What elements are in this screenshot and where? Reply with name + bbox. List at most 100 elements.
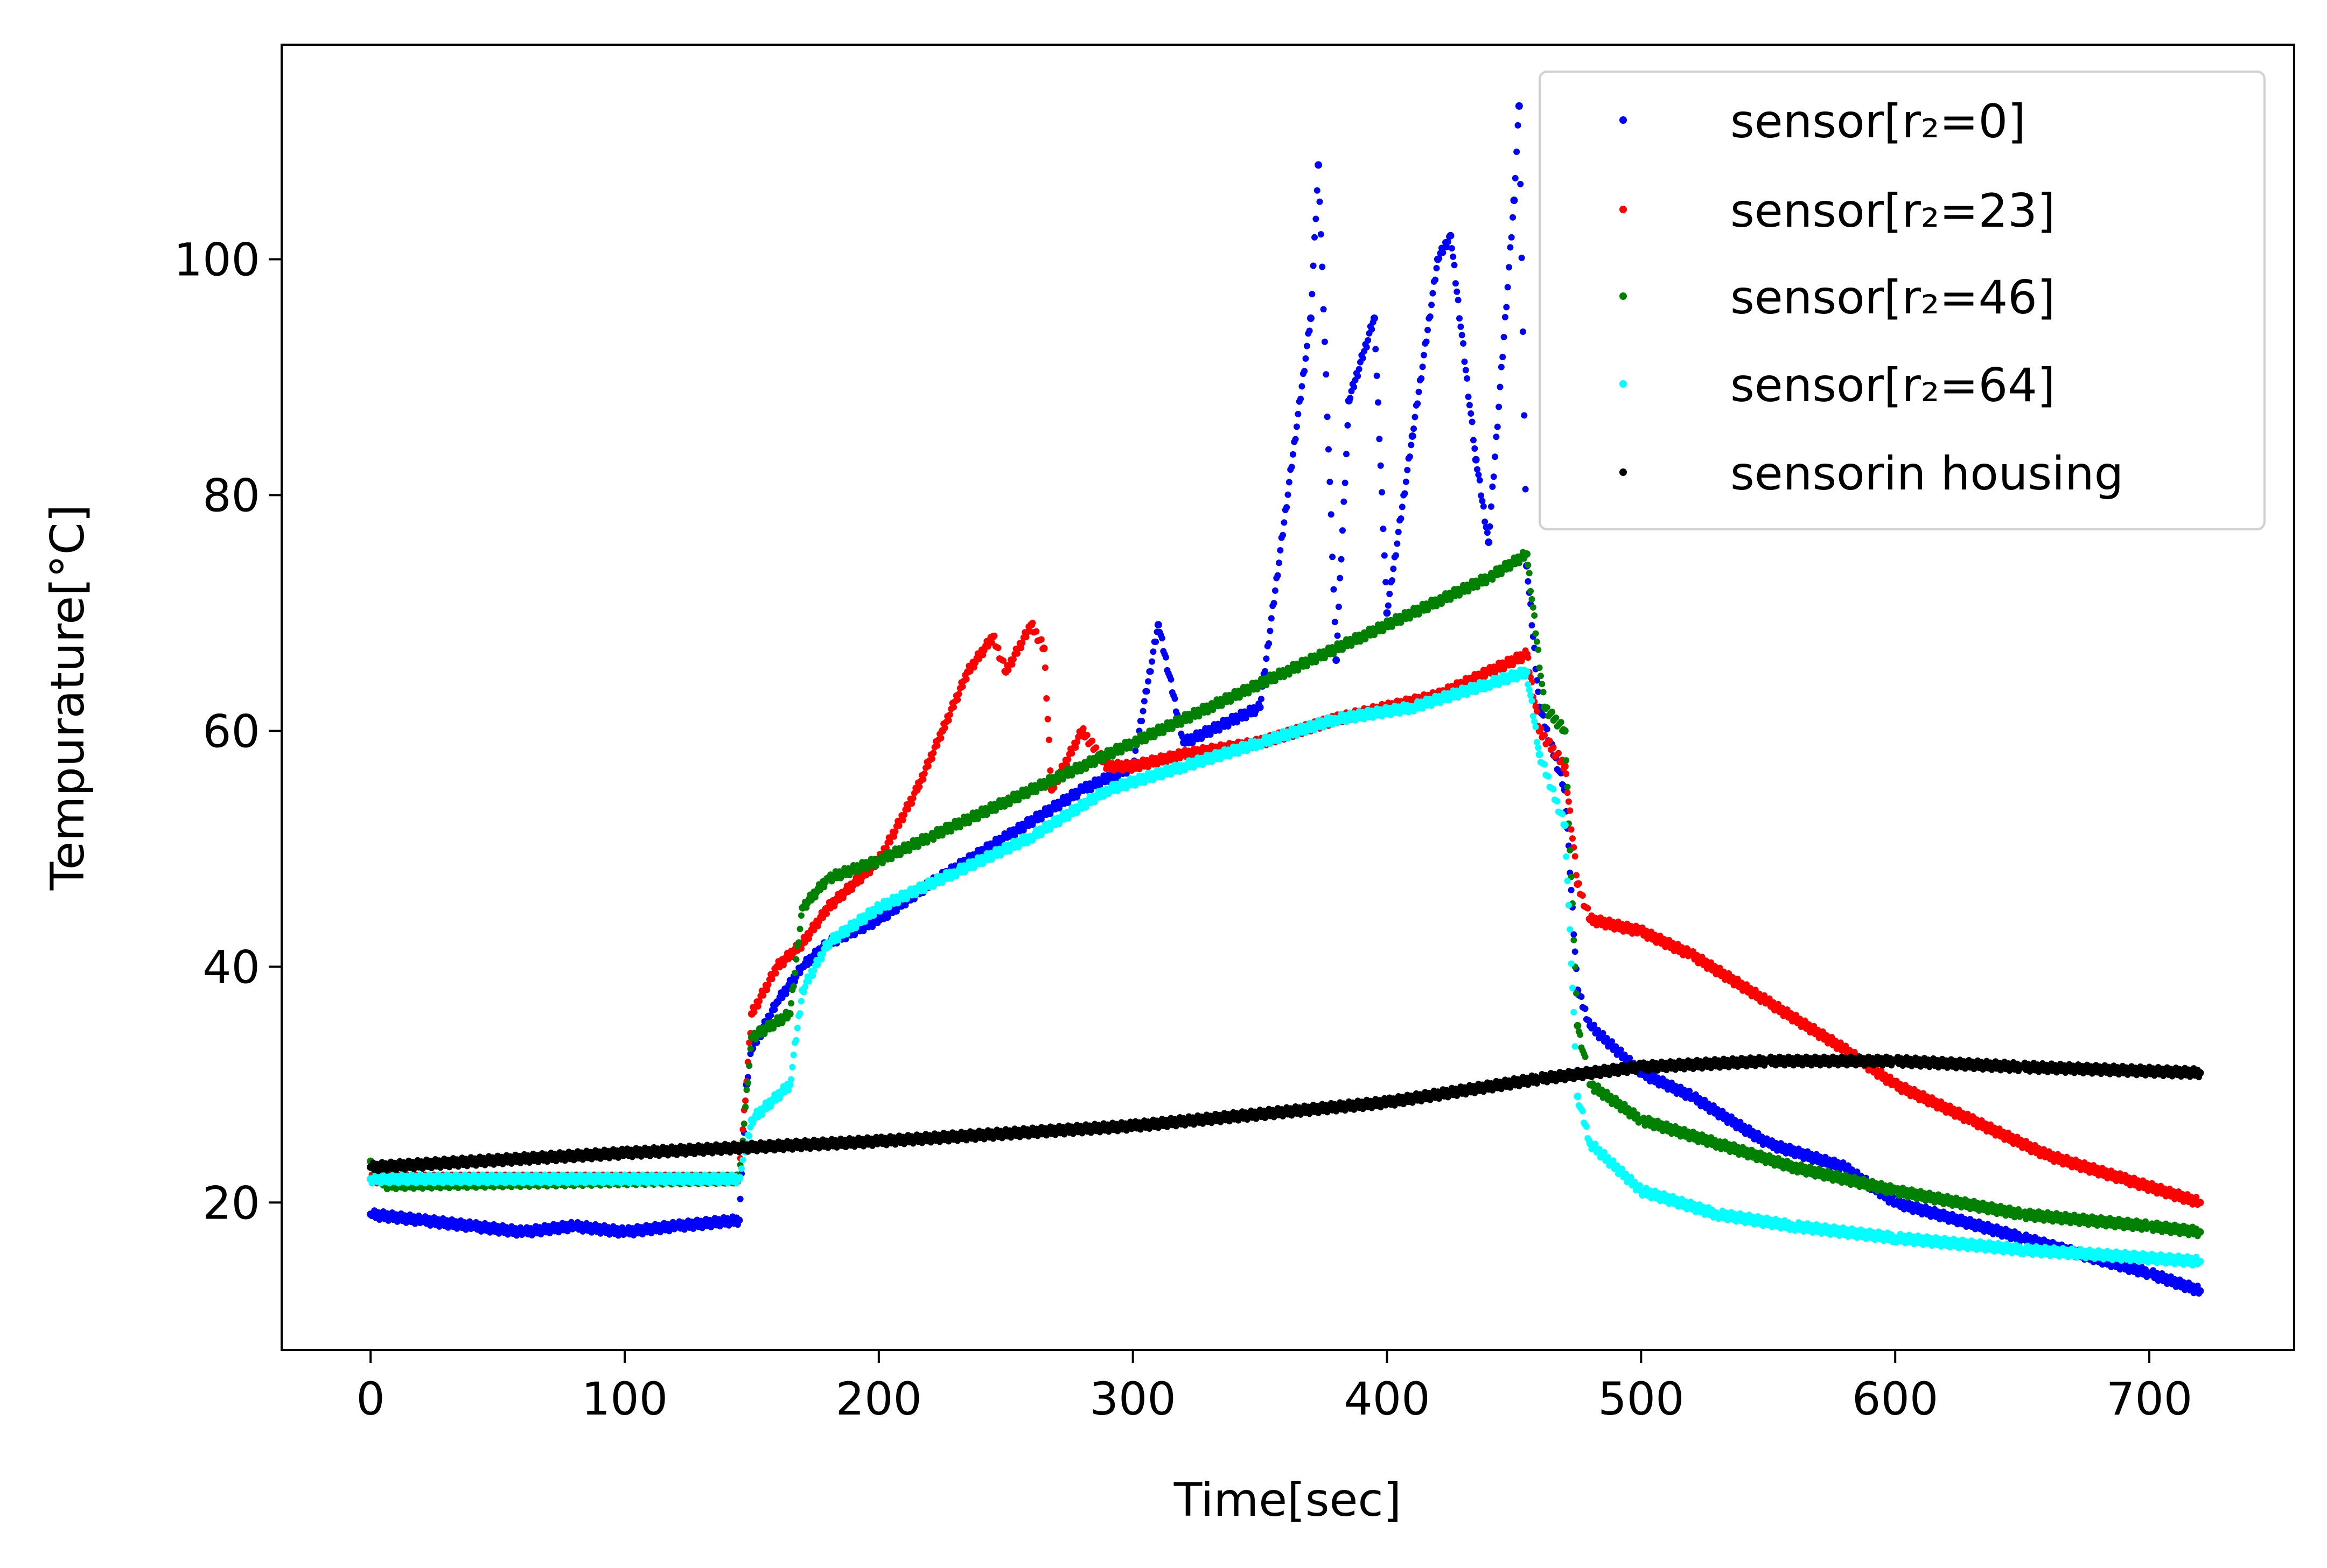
data-point bbox=[1528, 596, 1535, 603]
data-point bbox=[1045, 737, 1052, 744]
data-point bbox=[1379, 489, 1386, 496]
data-point bbox=[1567, 807, 1574, 814]
data-point bbox=[1474, 466, 1481, 473]
data-point bbox=[1561, 727, 1569, 735]
data-point bbox=[1275, 559, 1282, 566]
data-point bbox=[1147, 668, 1154, 675]
data-point bbox=[1382, 579, 1389, 586]
series-1 bbox=[367, 619, 2204, 1208]
data-point bbox=[1158, 635, 1165, 642]
data-point bbox=[1338, 556, 1345, 563]
data-point bbox=[788, 1000, 795, 1007]
data-point bbox=[1424, 326, 1431, 333]
data-point bbox=[1493, 433, 1500, 440]
data-point bbox=[1501, 314, 1508, 321]
data-point bbox=[1301, 368, 1308, 375]
data-point bbox=[1311, 234, 1318, 241]
data-point bbox=[1456, 315, 1463, 322]
data-point bbox=[1540, 689, 1547, 696]
data-point bbox=[1450, 253, 1457, 260]
data-point bbox=[1373, 372, 1380, 379]
data-point bbox=[1150, 648, 1157, 655]
data-point bbox=[1626, 1054, 1633, 1061]
data-point bbox=[1385, 602, 1392, 609]
data-point bbox=[1609, 1038, 1616, 1045]
data-point bbox=[1310, 262, 1317, 269]
data-point bbox=[1490, 473, 1497, 480]
data-point bbox=[1595, 1026, 1602, 1033]
data-point bbox=[1280, 531, 1287, 538]
data-point bbox=[1332, 656, 1340, 664]
data-point bbox=[1453, 288, 1461, 295]
data-point bbox=[1549, 709, 1556, 716]
data-point bbox=[1355, 366, 1362, 373]
data-point bbox=[1303, 342, 1310, 349]
data-point bbox=[1285, 479, 1292, 486]
data-point bbox=[1486, 523, 1493, 530]
data-point bbox=[1325, 446, 1332, 453]
data-point bbox=[1508, 234, 1515, 241]
data-point bbox=[1471, 445, 1478, 452]
data-point bbox=[1315, 161, 1323, 169]
data-point bbox=[1564, 783, 1571, 790]
data-point bbox=[1029, 619, 1036, 626]
data-point bbox=[772, 970, 779, 977]
data-point bbox=[1326, 478, 1333, 485]
data-point bbox=[1418, 375, 1425, 382]
data-point bbox=[1582, 1053, 1589, 1060]
data-point bbox=[1466, 402, 1473, 409]
data-point bbox=[1499, 354, 1506, 361]
data-point bbox=[1390, 565, 1397, 572]
data-point bbox=[737, 1174, 744, 1181]
data-point bbox=[1313, 187, 1320, 194]
data-point bbox=[1168, 676, 1175, 683]
data-point bbox=[1324, 414, 1331, 421]
data-point bbox=[1515, 102, 1523, 110]
data-point bbox=[735, 1216, 743, 1224]
data-point bbox=[1525, 654, 1532, 661]
data-point bbox=[1531, 612, 1538, 619]
data-point bbox=[1555, 750, 1562, 757]
data-point bbox=[743, 1086, 750, 1093]
data-point bbox=[1546, 737, 1553, 744]
data-point bbox=[1540, 712, 1547, 719]
data-point bbox=[1432, 276, 1439, 283]
data-point bbox=[1376, 436, 1383, 443]
data-point bbox=[1498, 363, 1505, 370]
data-point bbox=[1470, 437, 1477, 444]
data-point bbox=[1152, 638, 1159, 645]
data-point bbox=[1525, 562, 1532, 569]
data-point bbox=[1537, 673, 1544, 680]
data-point bbox=[1306, 327, 1313, 334]
data-point bbox=[794, 1025, 801, 1032]
series-2 bbox=[367, 549, 2204, 1240]
data-point bbox=[1523, 550, 1531, 558]
data-point bbox=[1539, 681, 1546, 688]
data-point bbox=[1140, 708, 1147, 715]
data-point bbox=[1294, 423, 1301, 430]
data-point bbox=[1381, 552, 1388, 559]
data-point bbox=[916, 783, 923, 790]
data-point bbox=[1089, 737, 1096, 744]
data-point bbox=[1420, 352, 1427, 359]
data-point bbox=[1543, 726, 1550, 733]
data-point bbox=[941, 724, 948, 731]
data-point bbox=[1603, 1035, 1610, 1042]
data-point bbox=[1394, 540, 1401, 547]
data-point bbox=[1429, 290, 1436, 297]
data-point bbox=[1372, 346, 1379, 353]
data-point bbox=[1411, 414, 1418, 421]
data-point bbox=[1402, 478, 1409, 485]
data-point bbox=[1571, 853, 1578, 860]
data-point bbox=[737, 1195, 744, 1202]
data-point bbox=[1578, 993, 1585, 1000]
data-point bbox=[1033, 628, 1040, 635]
data-point bbox=[1510, 197, 1518, 205]
data-point bbox=[1363, 344, 1370, 351]
data-point bbox=[1484, 529, 1491, 536]
data-point bbox=[1329, 554, 1336, 561]
data-point bbox=[1533, 677, 1540, 684]
data-point bbox=[1455, 297, 1462, 304]
data-point bbox=[1323, 371, 1330, 378]
